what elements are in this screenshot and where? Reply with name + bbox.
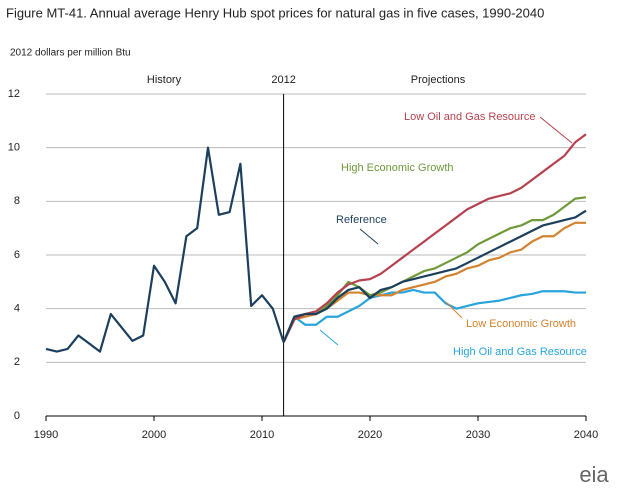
y-tick-label: 2 — [14, 356, 20, 368]
x-tick-label: 2000 — [142, 429, 166, 441]
x-tick-label: 1990 — [34, 429, 58, 441]
series-label: High Oil and Gas Resource — [453, 346, 587, 358]
series-label: Low Oil and Gas Resource — [404, 111, 535, 123]
series-line — [45, 146, 285, 353]
x-tick-label: 2010 — [250, 429, 274, 441]
leader-line — [539, 116, 573, 144]
series-label: Low Economic Growth — [466, 318, 576, 330]
x-tick-label: 2020 — [358, 429, 382, 441]
series-line — [282, 288, 586, 343]
series-line — [282, 133, 587, 343]
y-tick-label: 12 — [8, 88, 20, 100]
divider-label: 2012 — [271, 74, 295, 86]
x-tick-label: 2030 — [466, 429, 490, 441]
logo: eia — [579, 462, 609, 487]
chart-title: Figure MT-41. Annual average Henry Hub s… — [6, 5, 544, 20]
leader-line — [445, 301, 463, 319]
y-unit-label: 2012 dollars per million Btu — [10, 48, 131, 59]
series-line — [282, 209, 587, 343]
annotation: History — [147, 74, 182, 86]
y-tick-label: 6 — [14, 249, 20, 261]
x-tick-label: 2040 — [574, 429, 598, 441]
y-tick-label: 0 — [14, 410, 20, 422]
y-tick-label: 4 — [14, 303, 20, 315]
y-tick-label: 8 — [14, 195, 20, 207]
annotation: Projections — [411, 74, 466, 86]
leader-line — [319, 329, 339, 346]
series-label: Reference — [336, 214, 387, 226]
leader-line — [359, 228, 379, 245]
y-tick-label: 10 — [8, 142, 20, 154]
series-line — [282, 196, 587, 343]
series-line — [282, 221, 586, 343]
series-label: High Economic Growth — [341, 162, 454, 174]
